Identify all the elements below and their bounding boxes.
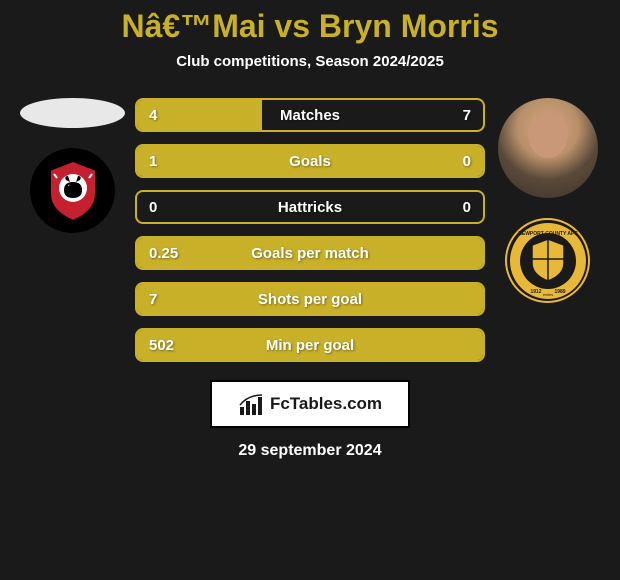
content-row: 4 Matches 7 1 Goals 0 0 Hattricks 0 0.25 Goals per… bbox=[0, 98, 620, 362]
right-player-avatar bbox=[498, 98, 598, 198]
date-label: 29 september 2024 bbox=[238, 442, 381, 460]
stat-left-value: 7 bbox=[149, 291, 157, 308]
left-player-placeholder bbox=[20, 98, 125, 128]
salford-badge-icon bbox=[38, 156, 108, 226]
stat-label: Goals bbox=[289, 153, 331, 170]
stat-left-value: 1 bbox=[149, 153, 157, 170]
stats-column: 4 Matches 7 1 Goals 0 0 Hattricks 0 0.25 Goals per… bbox=[135, 98, 485, 362]
right-player-column: NEWPORT COUNTY AFC 1912 1989 exiles bbox=[495, 98, 600, 303]
stat-row: 0.25 Goals per match bbox=[135, 236, 485, 270]
svg-text:NEWPORT COUNTY AFC: NEWPORT COUNTY AFC bbox=[518, 231, 578, 237]
stat-right-value: 0 bbox=[463, 199, 471, 216]
stat-label: Shots per goal bbox=[258, 291, 362, 308]
fctables-badge: FcTables.com bbox=[210, 380, 410, 428]
stat-row: 502 Min per goal bbox=[135, 328, 485, 362]
stat-left-value: 502 bbox=[149, 337, 174, 354]
svg-text:exiles: exiles bbox=[542, 292, 552, 297]
stat-right-value: 0 bbox=[463, 153, 471, 170]
fctables-logo-icon bbox=[238, 391, 264, 417]
left-club-badge bbox=[30, 148, 115, 233]
right-club-badge: NEWPORT COUNTY AFC 1912 1989 exiles bbox=[505, 218, 590, 303]
svg-text:1989: 1989 bbox=[554, 289, 565, 295]
stat-row: 4 Matches 7 bbox=[135, 98, 485, 132]
comparison-infographic: Nâ€™Mai vs Bryn Morris Club competitions… bbox=[0, 0, 620, 580]
stat-label: Min per goal bbox=[266, 337, 354, 354]
subtitle: Club competitions, Season 2024/2025 bbox=[176, 53, 444, 70]
stat-label: Matches bbox=[280, 107, 340, 124]
fctables-label: FcTables.com bbox=[270, 394, 382, 414]
stat-right-value: 7 bbox=[463, 107, 471, 124]
stat-left-value: 0.25 bbox=[149, 245, 178, 262]
stat-label: Hattricks bbox=[278, 199, 342, 216]
page-title: Nâ€™Mai vs Bryn Morris bbox=[121, 8, 498, 45]
stat-row: 7 Shots per goal bbox=[135, 282, 485, 316]
stat-left-value: 0 bbox=[149, 199, 157, 216]
stat-label: Goals per match bbox=[251, 245, 369, 262]
newport-badge-icon: NEWPORT COUNTY AFC 1912 1989 exiles bbox=[508, 221, 588, 301]
left-player-column bbox=[20, 98, 125, 233]
svg-text:1912: 1912 bbox=[530, 289, 541, 295]
stat-row: 0 Hattricks 0 bbox=[135, 190, 485, 224]
stat-left-value: 4 bbox=[149, 107, 157, 124]
stat-row: 1 Goals 0 bbox=[135, 144, 485, 178]
